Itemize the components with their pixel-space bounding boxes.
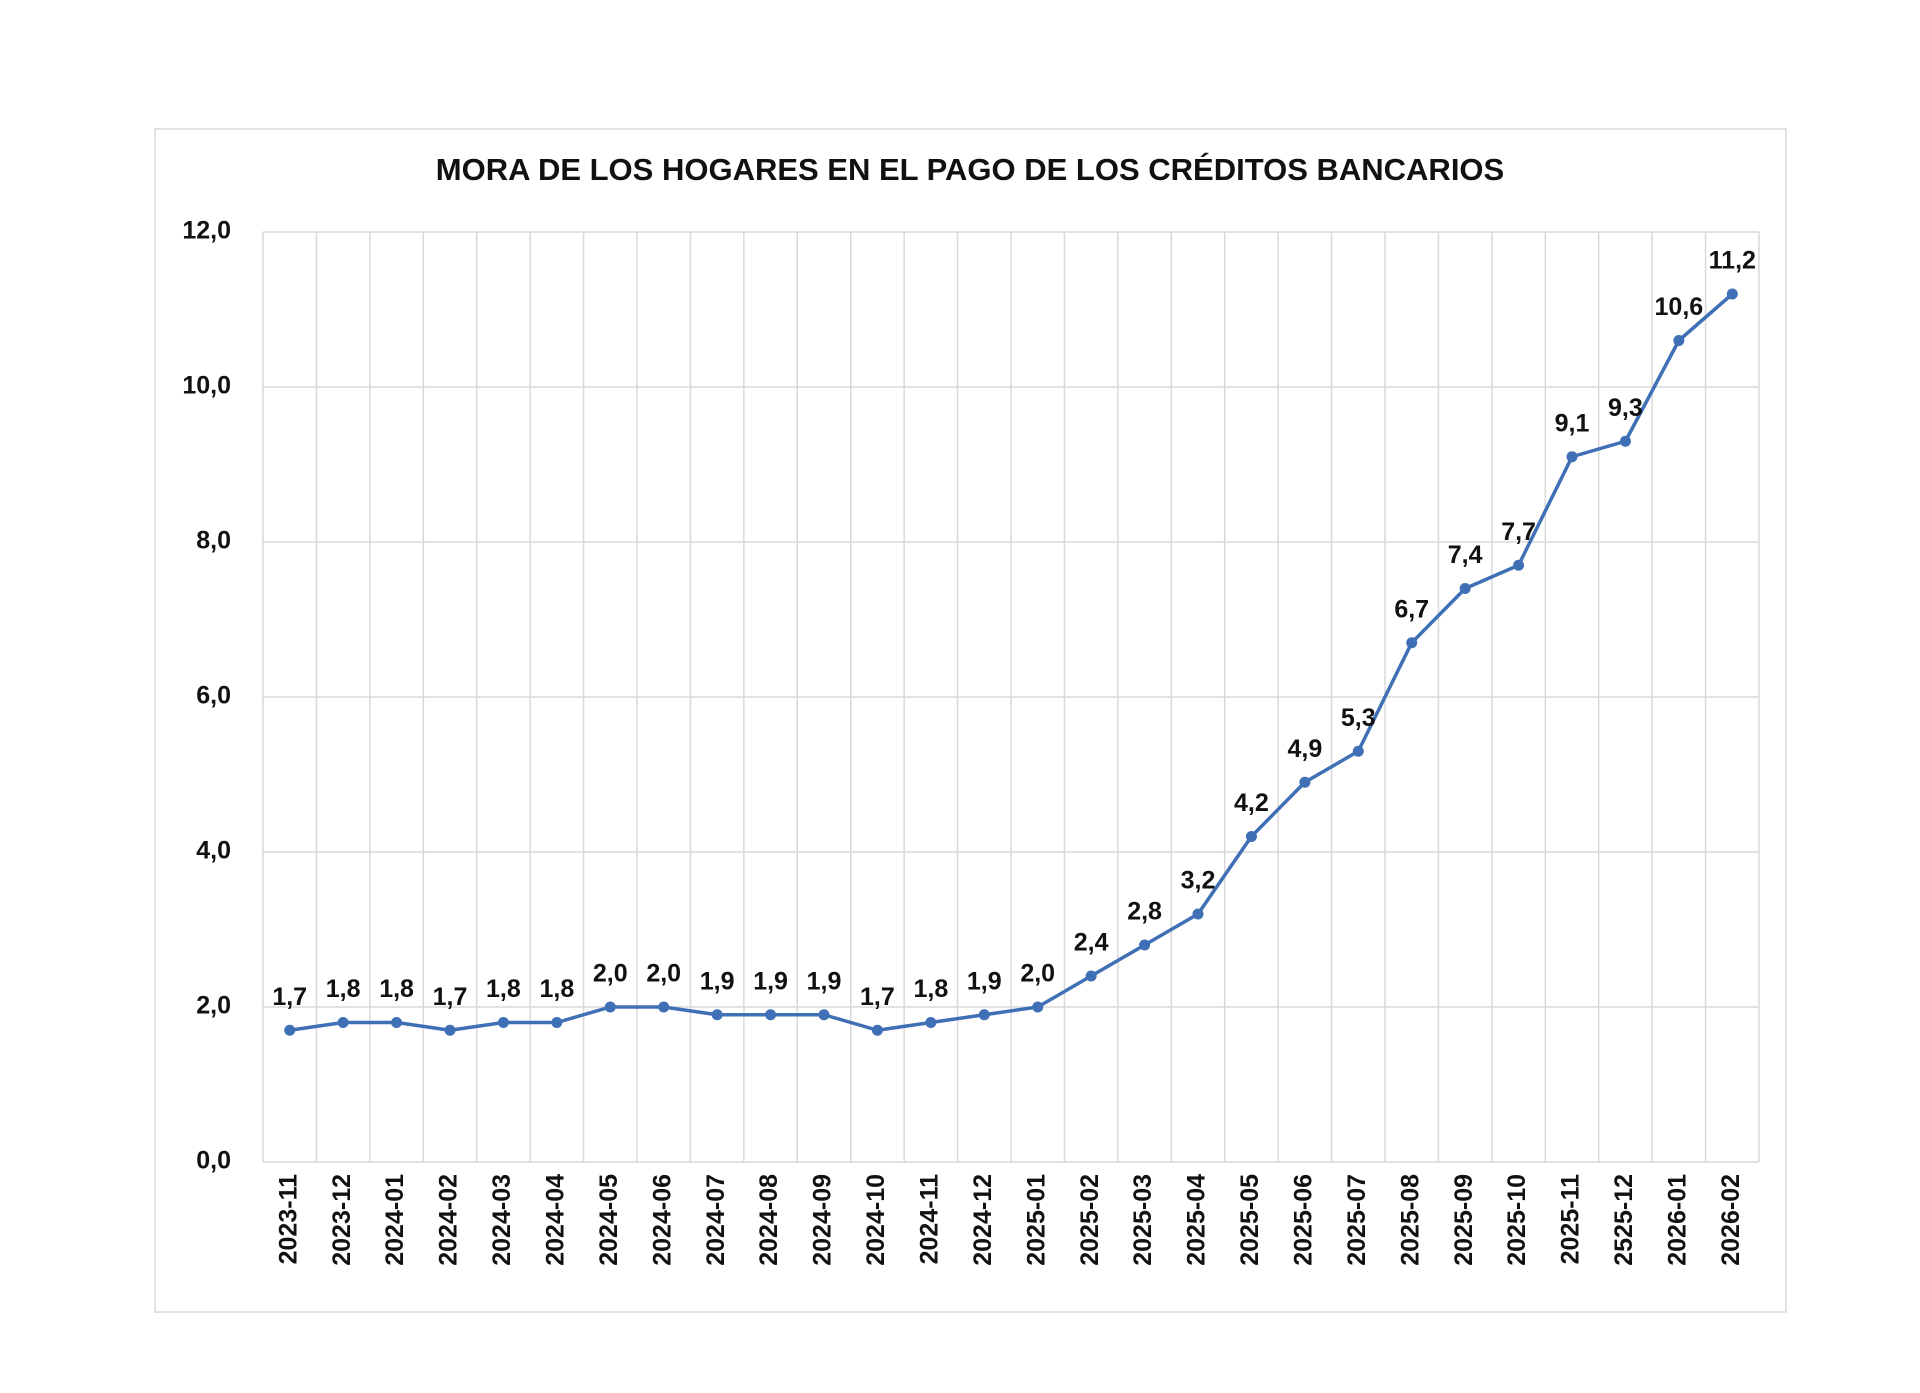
x-tick-label: 2024-03 — [488, 1174, 516, 1266]
data-point — [1459, 583, 1471, 594]
data-label: 2,0 — [1020, 960, 1055, 988]
data-point — [497, 1017, 509, 1028]
data-point — [711, 1009, 723, 1021]
x-tick-label: 2025-02 — [1076, 1174, 1104, 1266]
y-tick-label: 4,0 — [196, 837, 231, 865]
data-point — [1619, 435, 1631, 447]
data-point — [444, 1024, 456, 1036]
data-label: 11,2 — [1709, 247, 1756, 275]
x-tick-label: 2025-10 — [1503, 1174, 1531, 1266]
y-tick-label: 6,0 — [196, 682, 231, 710]
data-point — [1726, 288, 1738, 300]
x-tick-label: 2025-07 — [1343, 1174, 1371, 1266]
data-label: 5,3 — [1341, 704, 1376, 732]
data-label: 1,9 — [700, 967, 735, 995]
x-tick-label: 2025-04 — [1183, 1174, 1211, 1266]
data-label: 9,3 — [1608, 394, 1643, 422]
data-point — [871, 1024, 883, 1036]
data-label: 4,2 — [1234, 789, 1269, 817]
data-point — [1352, 745, 1364, 757]
data-point — [658, 1001, 670, 1013]
data-point — [604, 1001, 616, 1013]
y-tick-label: 10,0 — [182, 372, 231, 400]
x-tick-label: 2024-12 — [969, 1174, 997, 1266]
data-label: 1,8 — [913, 975, 948, 1003]
data-line — [289, 292, 1734, 1032]
data-label: 6,7 — [1394, 595, 1429, 623]
x-tick-label: 2024-09 — [809, 1174, 837, 1266]
x-tick-label: 2023-12 — [328, 1174, 356, 1266]
data-label: 3,2 — [1181, 867, 1216, 895]
data-label: 1,8 — [326, 975, 361, 1003]
data-point — [551, 1017, 563, 1028]
data-label: 7,4 — [1448, 541, 1483, 569]
data-label: 1,9 — [807, 967, 842, 995]
data-label: 1,8 — [379, 975, 414, 1003]
y-tick-label: 0,0 — [196, 1147, 231, 1175]
x-tick-label: 2026-02 — [1717, 1174, 1745, 1266]
data-label: 1,9 — [753, 967, 788, 995]
x-tick-label: 2024-07 — [702, 1174, 730, 1266]
data-point — [1192, 908, 1204, 920]
data-point — [391, 1017, 403, 1028]
data-point — [1139, 939, 1151, 951]
x-tick-label: 2024-06 — [648, 1174, 676, 1266]
x-tick-label: 2023-11 — [274, 1174, 302, 1264]
x-tick-label: 2025-05 — [1236, 1174, 1264, 1266]
data-point — [765, 1009, 777, 1021]
x-tick-label: 2026-01 — [1663, 1174, 1691, 1266]
data-label: 2,0 — [646, 960, 681, 988]
chart-frame — [154, 128, 1787, 1313]
y-tick-label: 2,0 — [196, 992, 231, 1020]
chart-title: MORA DE LOS HOGARES EN EL PAGO DE LOS CR… — [436, 152, 1504, 187]
y-tick-label: 12,0 — [182, 217, 231, 245]
x-tick-label: 2525-12 — [1610, 1174, 1638, 1266]
x-tick-label: 2024-05 — [595, 1174, 623, 1266]
data-point — [1673, 335, 1685, 346]
data-label: 10,6 — [1655, 293, 1704, 321]
x-tick-label: 2025-01 — [1022, 1174, 1050, 1266]
data-point — [1245, 831, 1257, 842]
data-point — [1513, 559, 1525, 571]
data-point — [337, 1017, 349, 1028]
y-tick-label: 8,0 — [196, 527, 231, 555]
data-label: 1,7 — [860, 983, 895, 1011]
data-label: 1,7 — [433, 983, 468, 1011]
data-label: 7,7 — [1501, 518, 1536, 546]
x-tick-label: 2025-09 — [1450, 1174, 1478, 1266]
data-label: 9,1 — [1555, 409, 1590, 437]
data-label: 1,8 — [539, 975, 574, 1003]
data-point — [978, 1009, 990, 1021]
data-point — [1032, 1001, 1044, 1013]
x-tick-label: 2024-08 — [755, 1174, 783, 1266]
data-label: 2,4 — [1074, 929, 1109, 957]
x-tick-label: 2025-11 — [1557, 1174, 1585, 1264]
x-tick-label: 2024-11 — [915, 1174, 943, 1264]
data-point — [925, 1017, 937, 1028]
data-point — [1566, 451, 1578, 463]
data-label: 2,0 — [593, 960, 628, 988]
x-tick-label: 2025-08 — [1396, 1174, 1424, 1266]
x-tick-label: 2024-04 — [541, 1174, 569, 1266]
data-label: 1,8 — [486, 975, 521, 1003]
data-label: 1,7 — [272, 983, 307, 1011]
data-label: 2,8 — [1127, 898, 1162, 926]
data-label: 4,9 — [1287, 735, 1322, 763]
data-point — [818, 1009, 830, 1021]
x-tick-label: 2025-06 — [1289, 1174, 1317, 1266]
data-point — [284, 1024, 296, 1036]
data-point — [1406, 637, 1418, 649]
data-point — [1299, 776, 1311, 788]
x-tick-label: 2025-03 — [1129, 1174, 1157, 1266]
x-tick-label: 2024-01 — [381, 1174, 409, 1266]
x-tick-label: 2024-02 — [435, 1174, 463, 1266]
data-point — [1085, 970, 1097, 982]
data-label: 1,9 — [967, 967, 1002, 995]
x-tick-label: 2024-10 — [862, 1174, 890, 1266]
